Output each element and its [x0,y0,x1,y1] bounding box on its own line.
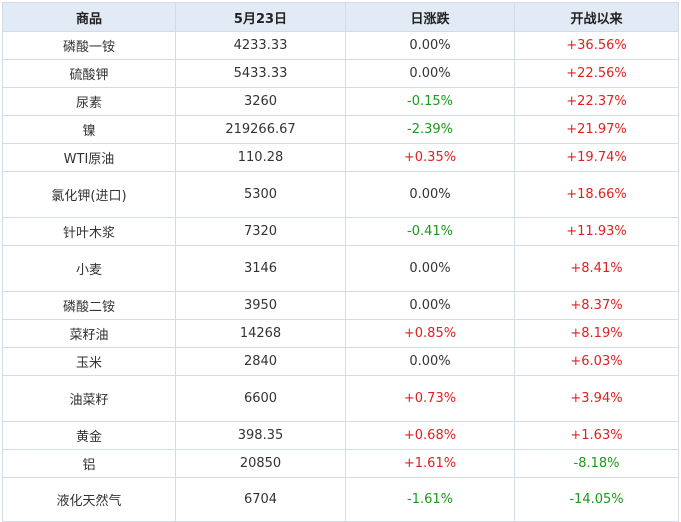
cell-since-war: +36.56% [514,31,679,60]
cell-since-war: +8.41% [514,245,679,292]
table-row: 菜籽油 14268 +0.85% +8.19% [2,319,679,348]
table-header-row: 商品 5月23日 日涨跌 开战以来 [2,2,679,32]
cell-since-war: +18.66% [514,171,679,218]
header-date-price: 5月23日 [175,2,346,32]
cell-commodity: 尿素 [2,87,176,116]
table-row: 磷酸二铵 3950 0.00% +8.37% [2,291,679,320]
cell-commodity: 黄金 [2,421,176,450]
table-row: 黄金 398.35 +0.68% +1.63% [2,421,679,450]
table-row: 玉米 2840 0.00% +6.03% [2,347,679,376]
header-daily-change: 日涨跌 [345,2,515,32]
cell-daily-change: +0.35% [345,143,515,172]
cell-price: 4233.33 [175,31,346,60]
cell-price: 5433.33 [175,59,346,88]
cell-price: 3146 [175,245,346,292]
cell-commodity: WTI原油 [2,143,176,172]
cell-commodity: 针叶木浆 [2,217,176,246]
cell-commodity: 小麦 [2,245,176,292]
cell-price: 14268 [175,319,346,348]
cell-daily-change: -2.39% [345,115,515,144]
cell-commodity: 液化天然气 [2,477,176,522]
cell-daily-change: +0.68% [345,421,515,450]
cell-price: 398.35 [175,421,346,450]
cell-price: 110.28 [175,143,346,172]
table-row: 硫酸钾 5433.33 0.00% +22.56% [2,59,679,88]
cell-daily-change: -1.61% [345,477,515,522]
header-commodity: 商品 [2,2,176,32]
cell-daily-change: -0.15% [345,87,515,116]
cell-daily-change: 0.00% [345,347,515,376]
cell-since-war: +8.19% [514,319,679,348]
header-since-war: 开战以来 [514,2,679,32]
cell-since-war: +1.63% [514,421,679,450]
cell-commodity: 氯化钾(进口) [2,171,176,218]
cell-since-war: +22.56% [514,59,679,88]
cell-price: 6704 [175,477,346,522]
cell-daily-change: 0.00% [345,171,515,218]
cell-daily-change: -0.41% [345,217,515,246]
table-row: 氯化钾(进口) 5300 0.00% +18.66% [2,171,679,218]
cell-commodity: 磷酸一铵 [2,31,176,60]
cell-price: 2840 [175,347,346,376]
cell-since-war: -14.05% [514,477,679,522]
table-row: 液化天然气 6704 -1.61% -14.05% [2,477,679,522]
cell-daily-change: +0.73% [345,375,515,422]
table-row: WTI原油 110.28 +0.35% +19.74% [2,143,679,172]
table-row: 镍 219266.67 -2.39% +21.97% [2,115,679,144]
table-row: 油菜籽 6600 +0.73% +3.94% [2,375,679,422]
cell-price: 3260 [175,87,346,116]
table-row: 磷酸一铵 4233.33 0.00% +36.56% [2,31,679,60]
cell-price: 5300 [175,171,346,218]
cell-commodity: 磷酸二铵 [2,291,176,320]
cell-price: 6600 [175,375,346,422]
cell-since-war: +21.97% [514,115,679,144]
cell-daily-change: +0.85% [345,319,515,348]
cell-commodity: 镍 [2,115,176,144]
cell-commodity: 玉米 [2,347,176,376]
table-row: 针叶木浆 7320 -0.41% +11.93% [2,217,679,246]
table-row: 小麦 3146 0.00% +8.41% [2,245,679,292]
cell-price: 3950 [175,291,346,320]
cell-since-war: +6.03% [514,347,679,376]
cell-price: 219266.67 [175,115,346,144]
cell-since-war: +11.93% [514,217,679,246]
cell-commodity: 油菜籽 [2,375,176,422]
cell-daily-change: +1.61% [345,449,515,478]
cell-daily-change: 0.00% [345,31,515,60]
cell-commodity: 硫酸钾 [2,59,176,88]
table-row: 尿素 3260 -0.15% +22.37% [2,87,679,116]
cell-since-war: +3.94% [514,375,679,422]
cell-commodity: 菜籽油 [2,319,176,348]
cell-price: 7320 [175,217,346,246]
cell-commodity: 铝 [2,449,176,478]
cell-since-war: -8.18% [514,449,679,478]
cell-since-war: +22.37% [514,87,679,116]
table-row: 铝 20850 +1.61% -8.18% [2,449,679,478]
cell-daily-change: 0.00% [345,245,515,292]
cell-since-war: +19.74% [514,143,679,172]
cell-price: 20850 [175,449,346,478]
cell-daily-change: 0.00% [345,291,515,320]
cell-since-war: +8.37% [514,291,679,320]
cell-daily-change: 0.00% [345,59,515,88]
